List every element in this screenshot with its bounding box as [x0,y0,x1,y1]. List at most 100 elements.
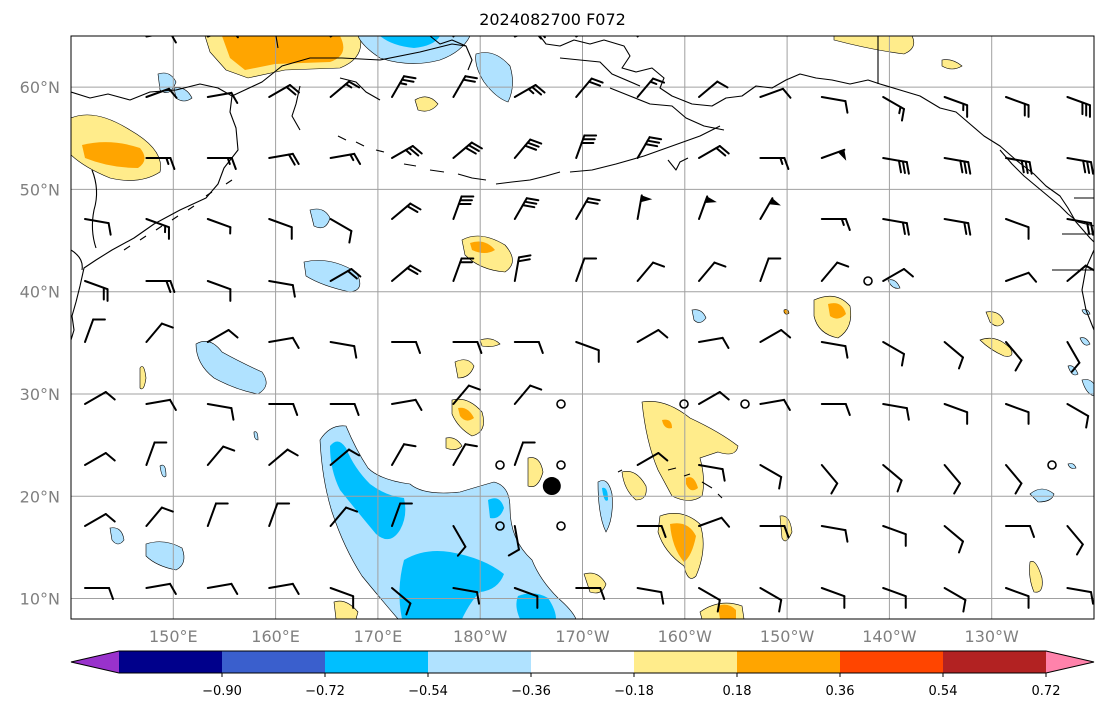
wind-barb [1005,464,1023,495]
wind-barb [759,257,782,282]
colorbar: −0.90 −0.72 −0.54 −0.36 −0.18 0.18 0.36 0.54 0.7… [70,650,1095,699]
wind-barb [84,452,116,466]
colorbar-segment [737,651,841,673]
wind-barb [329,448,361,466]
wind-barb [145,36,177,44]
lon-tick-label: 140°W [862,627,917,646]
wind-barb [268,403,299,416]
wind-barb [513,197,540,220]
wind-barb [759,197,781,220]
wind-barb [882,157,910,175]
wind-barb [636,261,666,282]
wind-barb [575,134,598,159]
wind-barb [145,218,170,240]
wind-barb [513,254,532,282]
wind-barb [391,145,423,159]
wind-barb [452,341,483,354]
wind-barb [391,587,412,616]
wind-barb [882,268,914,282]
wind-barb [1005,341,1023,372]
wind-barb [206,502,229,527]
wind-barb [820,218,851,231]
wind-barb [452,384,481,405]
wind-barb [513,84,546,98]
wind-barb [820,525,849,543]
wind-barb [452,75,478,98]
calm-circles [495,276,1057,531]
colorbar-label: 0.72 [1032,684,1061,699]
colorbar-label: 0.18 [723,684,752,699]
lat-tick-label: 30°N [20,385,60,404]
wind-barb [698,464,726,482]
lon-tick-label: 170°W [555,627,610,646]
wind-barb [206,329,239,343]
wind-barb [1005,157,1033,175]
colorbar-segment [119,651,223,673]
wind-barb [820,261,850,282]
wind-barb [329,506,359,527]
wind-barb [882,96,905,122]
wind-barb [84,391,116,405]
gridlines [71,36,1094,619]
wind-barb [452,257,475,282]
wind-barb [820,403,851,416]
wind-barb [206,157,237,170]
lon-tick-label: 130°W [965,627,1020,646]
wind-barb [268,280,296,298]
wind-barb [1066,264,1094,282]
wind-barb [759,329,792,343]
colorbar-label: 0.54 [929,684,958,699]
wind-barb [513,384,543,405]
wind-barb [84,513,116,527]
wind-barb [1066,525,1084,556]
wind-barb [145,398,177,411]
lon-tick-label: 150°W [760,627,815,646]
anomaly-shading [71,36,1094,619]
wind-barb [391,202,422,220]
lat-tick-label: 10°N [20,590,60,609]
wind-barb [1005,525,1035,538]
colorbar-segment [325,651,429,673]
map-title: 2024082700 F072 [479,10,626,29]
wind-barb [759,157,790,170]
wind-barb [513,138,543,159]
wind-barb [391,341,421,354]
wind-barb [268,218,293,240]
wind-barb [575,587,606,600]
wind-barb [943,587,967,613]
wind-barb [84,587,114,600]
wind-barb [513,587,539,609]
wind-barb [882,403,910,421]
wind-barb [636,77,666,98]
wind-barb [575,257,598,282]
wind-barb [145,582,177,595]
colorbar-segment [428,651,532,673]
lat-tick-label: 40°N [20,283,60,302]
wind-barb [882,525,907,547]
wind-barb [268,152,300,166]
latitude-labels: 10°N 20°N 30°N 40°N 50°N 60°N [20,78,60,608]
wind-barb [206,403,235,421]
lat-tick-label: 60°N [20,78,60,97]
colorbar-segment [943,651,1047,673]
wind-barb [882,218,910,236]
wind-barb [698,516,731,528]
wind-barb [943,403,969,425]
colorbar-label: −0.36 [511,684,551,699]
wind-barb [329,152,362,165]
colorbar-segment [222,651,326,673]
wind-barb [329,341,358,359]
wind-barb [1066,403,1090,429]
wind-barb [575,197,601,220]
wind-barb [1066,157,1094,175]
wind-barb [820,96,849,114]
colorbar-label: −0.54 [408,684,448,699]
wind-barb [1005,587,1030,609]
wind-barb [329,218,353,244]
wind-barb [759,87,792,99]
wind-barb [391,75,417,98]
wind-barb [452,587,481,605]
wind-barb [820,464,839,495]
longitude-labels: 150°E 160°E 170°E 180°W 170°W 160°W 150°W 140°W… [149,627,1019,646]
